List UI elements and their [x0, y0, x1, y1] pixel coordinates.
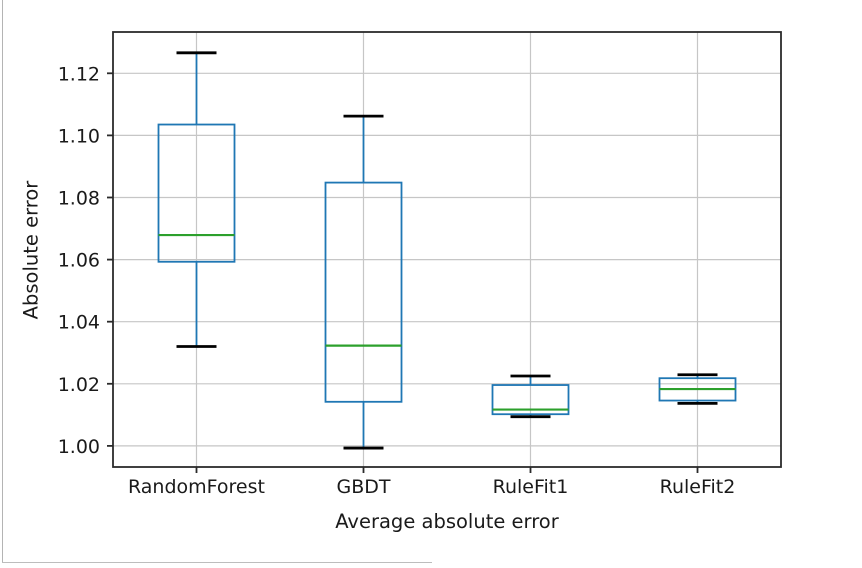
category-label: RandomForest — [128, 476, 265, 498]
plot-border — [112, 31, 782, 468]
box — [157, 123, 236, 263]
y-tick-label: 1.02 — [58, 374, 100, 396]
window-border-left — [2, 0, 3, 563]
box — [491, 384, 570, 416]
category-label: RuleFit1 — [493, 476, 569, 498]
window-border-bottom — [2, 562, 432, 563]
y-tick-label: 1.04 — [58, 312, 100, 334]
y-tick-label: 1.12 — [58, 63, 100, 85]
y-tick-label: 1.10 — [58, 125, 100, 147]
x-axis-label: Average absolute error — [335, 510, 559, 533]
y-tick-label: 1.00 — [58, 436, 100, 458]
y-tick-label: 1.06 — [58, 250, 100, 272]
y-axis-label: Absolute error — [19, 180, 43, 320]
box — [324, 181, 403, 403]
category-label: RuleFit2 — [660, 476, 736, 498]
y-tick-label: 1.08 — [58, 187, 100, 209]
category-label: GBDT — [337, 476, 391, 498]
